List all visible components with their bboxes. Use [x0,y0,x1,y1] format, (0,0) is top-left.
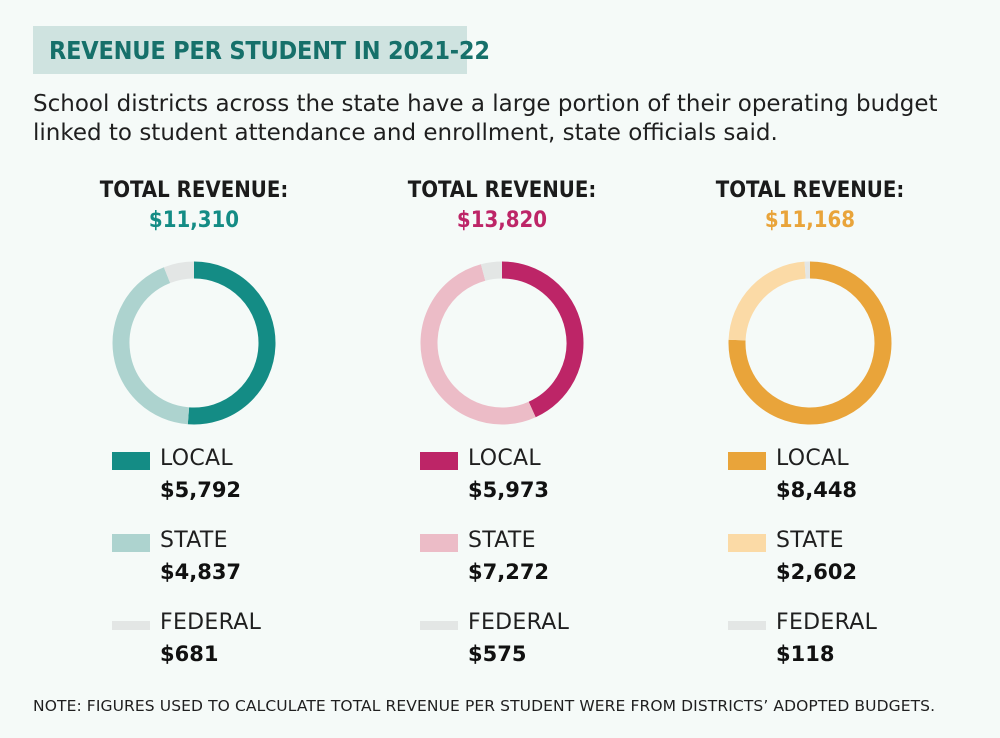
panel-heading: TOTAL REVENUE: [715,178,905,203]
donut-slice-state [420,264,536,425]
legend-value: $4,837 [160,560,242,584]
legend-label: FEDERAL [160,610,262,635]
legend-swatch [420,534,458,552]
legend-label: STATE [776,528,844,553]
chart-panel-3: TOTAL REVENUE: $11,168 LOCAL $8,448 STATE $2,… [694,178,984,678]
page-title: REVENUE PER STUDENT IN 2021-22 [49,35,490,65]
legend-label: STATE [160,528,228,553]
legend-item-state: STATE $7,272 [420,528,660,590]
legend-item-state: STATE $2,602 [728,528,968,590]
total-revenue-value: $11,310 [148,208,240,233]
legend-swatch [112,534,150,552]
legend-item-federal: FEDERAL $118 [728,610,968,672]
legend-label: FEDERAL [468,610,570,635]
legend-swatch [420,452,458,470]
legend-value: $2,602 [776,560,858,584]
legend-swatch [728,452,766,470]
legend-label: STATE [468,528,536,553]
chart-panel-2: TOTAL REVENUE: $13,820 LOCAL $5,973 STATE $7,… [386,178,676,678]
legend-value: $5,973 [468,478,550,502]
donut-chart [420,261,584,425]
total-revenue-value: $11,168 [764,208,856,233]
donut-chart [112,261,276,425]
legend-swatch [420,621,458,630]
page-subtitle: School districts across the state have a… [33,91,938,146]
donut-slice-state [112,267,190,425]
legend-label: LOCAL [776,446,849,471]
donut-chart [728,261,892,425]
legend-swatch [112,621,150,630]
legend-item-local: LOCAL $5,792 [112,446,352,508]
legend-value: $681 [160,642,219,666]
legend-swatch [728,534,766,552]
legend-label: LOCAL [160,446,233,471]
legend-value: $8,448 [776,478,858,502]
legend-label: LOCAL [468,446,541,471]
footnote: NOTE: FIGURES USED TO CALCULATE TOTAL RE… [33,697,936,715]
legend-item-state: STATE $4,837 [112,528,352,590]
legend-item-local: LOCAL $8,448 [728,446,968,508]
legend-value: $575 [468,642,527,666]
legend-value: $118 [776,642,835,666]
chart-panel-1: TOTAL REVENUE: $11,310 LOCAL $5,792 STATE $4,… [78,178,368,678]
donut-slice-local [728,261,892,425]
donut-slice-local [187,261,276,425]
legend-value: $5,792 [160,478,242,502]
total-revenue-value: $13,820 [456,208,548,233]
donut-slice-state [728,261,807,341]
title-box: REVENUE PER STUDENT IN 2021-22 [33,26,490,74]
donut-slice-federal [480,261,503,281]
legend-item-local: LOCAL $5,973 [420,446,660,508]
legend-item-federal: FEDERAL $575 [420,610,660,672]
legend-label: FEDERAL [776,610,878,635]
legend-swatch [112,452,150,470]
panel-heading: TOTAL REVENUE: [99,178,289,203]
panel-heading: TOTAL REVENUE: [407,178,597,203]
donut-slice-local [501,261,584,418]
legend-swatch [728,621,766,630]
legend-item-federal: FEDERAL $681 [112,610,352,672]
legend-value: $7,272 [468,560,550,584]
donut-slice-federal [163,261,195,284]
